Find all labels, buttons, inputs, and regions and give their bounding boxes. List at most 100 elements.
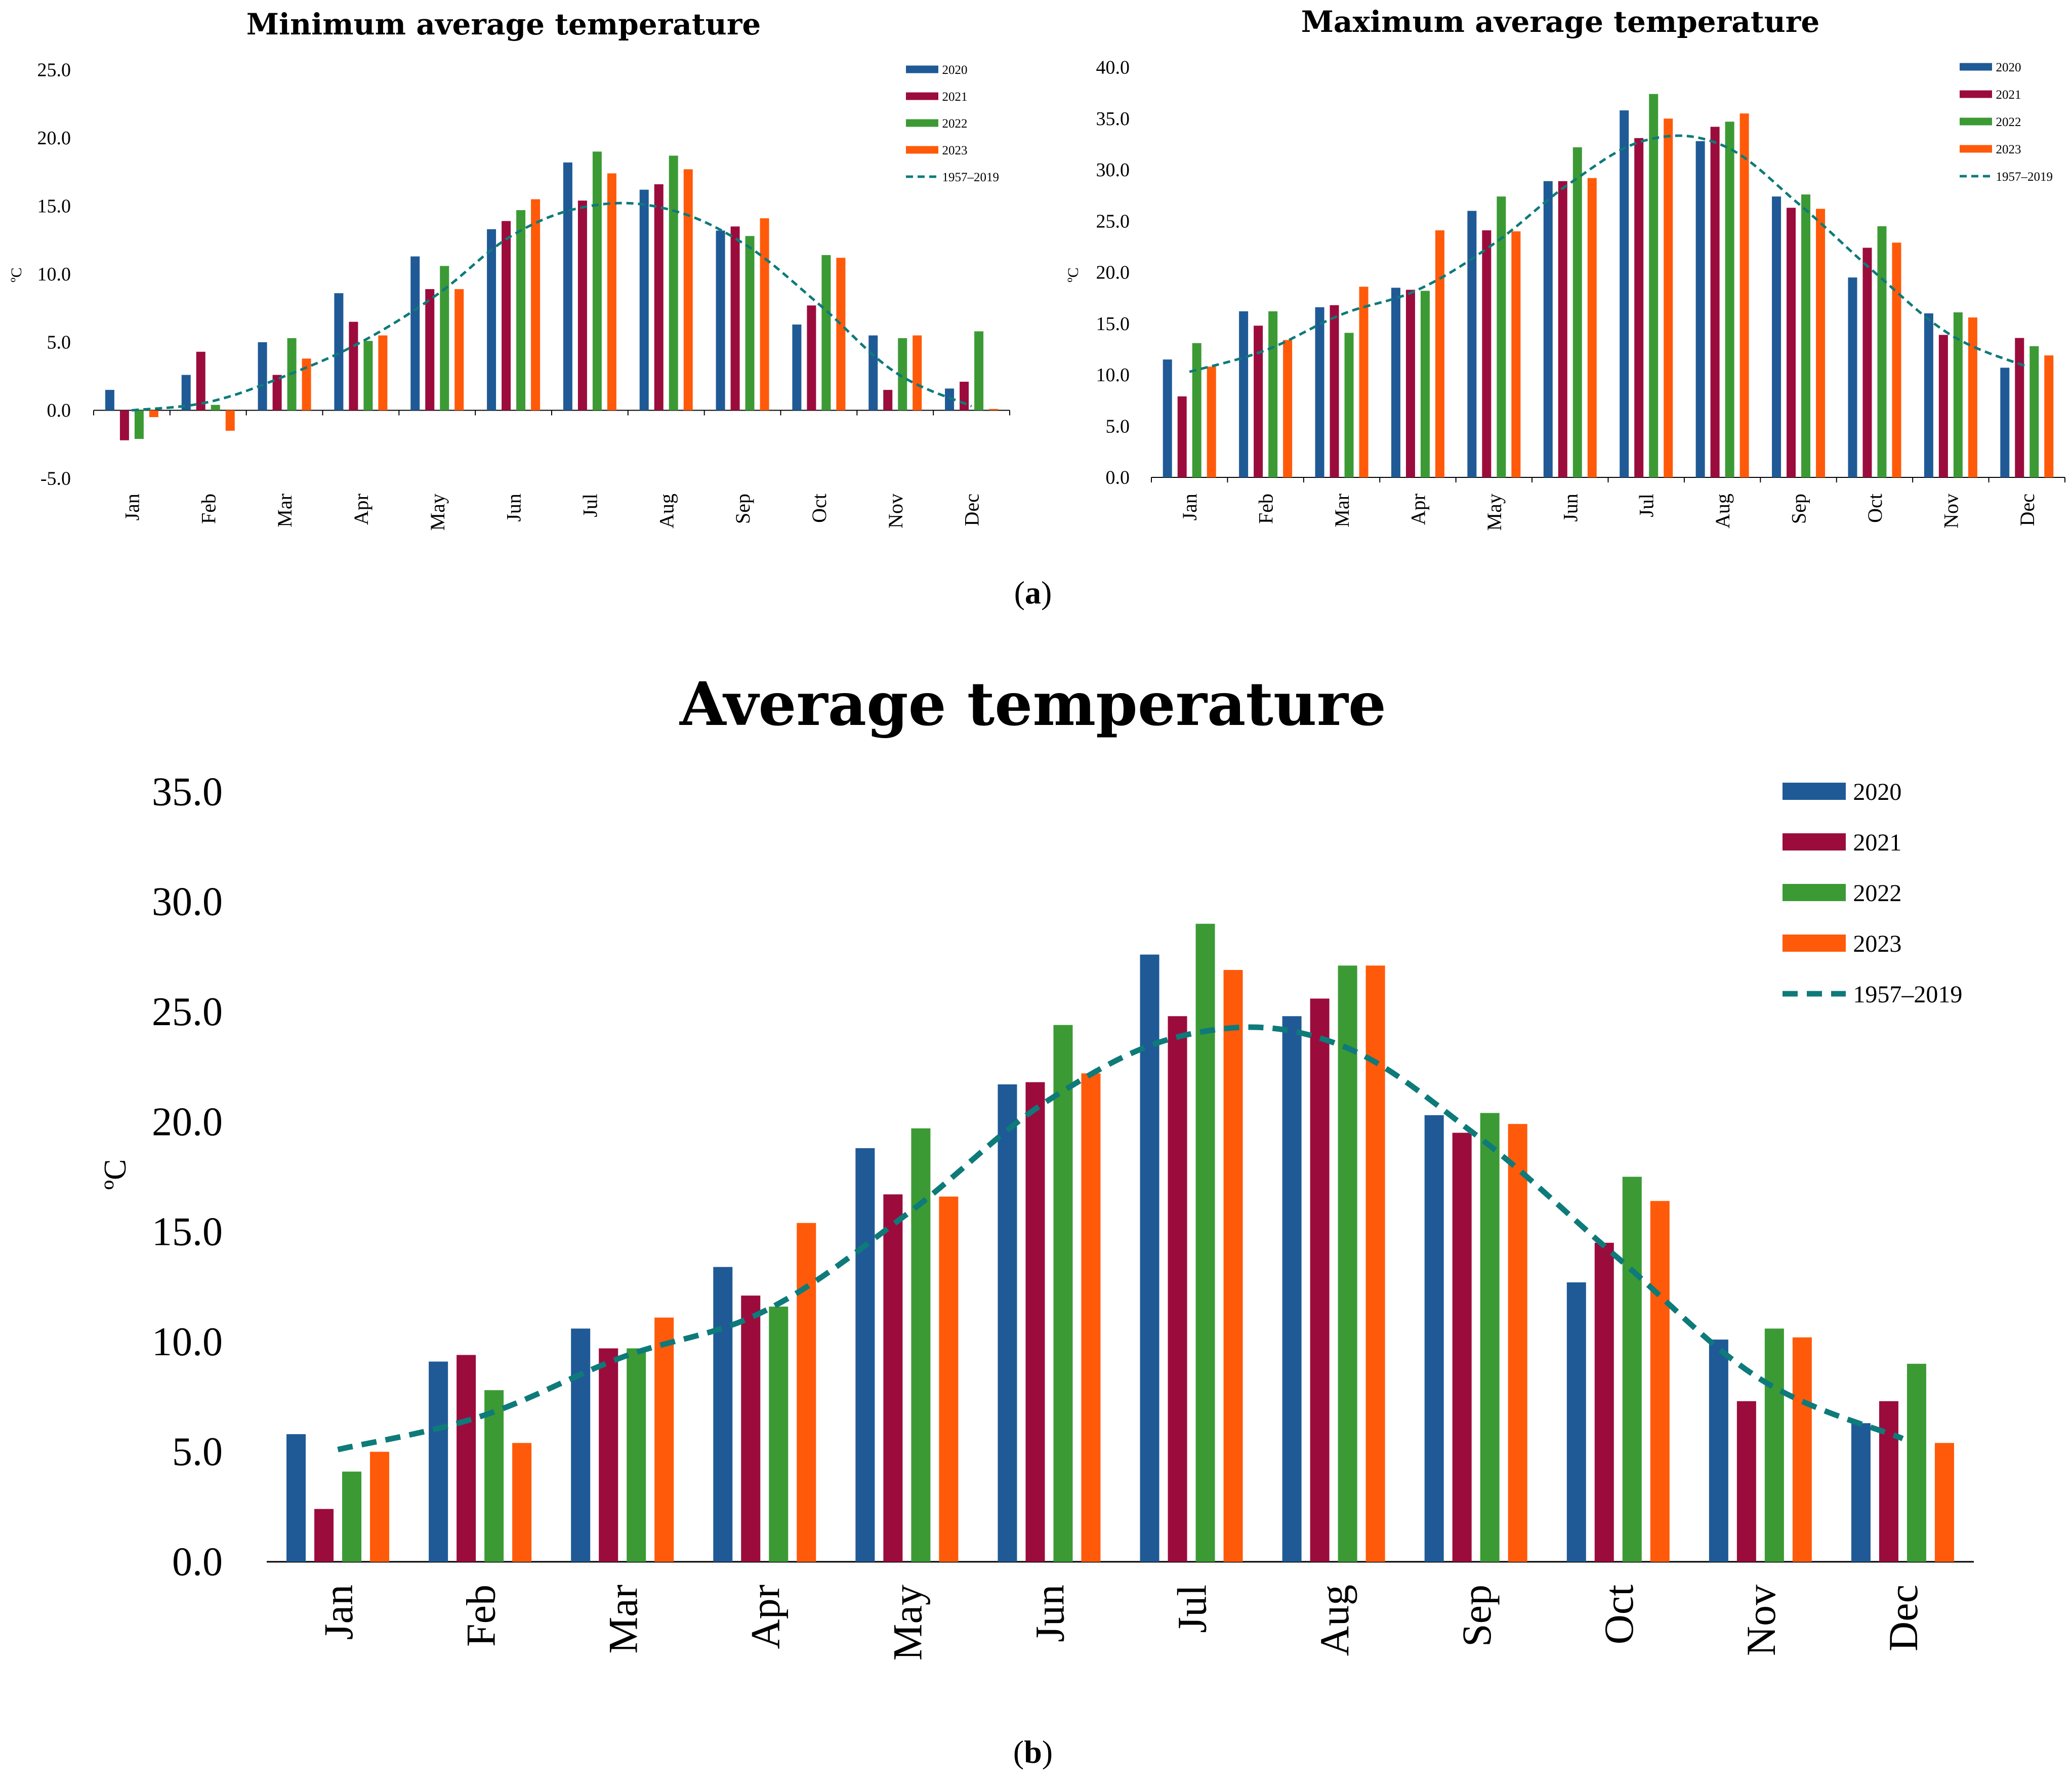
- avg-legend-label: 2022: [1853, 880, 1901, 907]
- max-y-ticks: 0.0 5.0 10.0 15.0 20.0 25.0 30.0 35.0 40.0: [1096, 57, 1130, 489]
- max-bar-2023-aug: [1739, 113, 1749, 477]
- avg-x-tick-label: Feb: [458, 1585, 504, 1647]
- min-legend-label: 1957–2019: [942, 171, 1000, 184]
- max-bar-2021-jul: [1634, 138, 1644, 478]
- avg-bar-2020-feb: [429, 1361, 448, 1562]
- avg-bar-2021-may: [883, 1194, 903, 1562]
- min-bar-2020-apr: [334, 293, 344, 411]
- min-y-tick-label: 5.0: [47, 332, 71, 353]
- avg-y-tick-label: 25.0: [152, 990, 223, 1034]
- min-legend-label: 2023: [942, 144, 968, 157]
- min-x-tick-label: May: [426, 494, 449, 531]
- max-temperature-chart: Maximum average temperature ºC 0.0 5.0 10.…: [1065, 5, 2065, 531]
- max-bar-2022-apr: [1420, 291, 1430, 477]
- min-bar-2023-may: [454, 289, 464, 411]
- max-bar-2022-sep: [1801, 194, 1811, 478]
- max-legend: 2020 2021 2022 2023 1957–2019: [1960, 61, 2053, 184]
- min-bar-2021-apr: [349, 321, 358, 411]
- avg-bar-2022-may: [911, 1128, 931, 1562]
- min-bar-2021-jan: [119, 410, 129, 440]
- avg-bar-2020-jun: [998, 1084, 1017, 1562]
- avg-bar-2022-jul: [1195, 923, 1215, 1562]
- max-x-tick-label: Aug: [1711, 494, 1734, 529]
- max-bar-2020-dec: [2000, 368, 2010, 477]
- avg-bar-2022-oct: [1622, 1177, 1642, 1562]
- panel-label-b: (b): [1013, 1734, 1053, 1770]
- min-bar-2021-dec: [960, 382, 969, 411]
- avg-bar-2021-feb: [457, 1355, 476, 1562]
- min-x-tick-label: Aug: [655, 494, 678, 529]
- max-bar-2023-nov: [1968, 317, 1977, 477]
- min-bar-2022-apr: [363, 341, 373, 411]
- max-legend-label: 2022: [1996, 115, 2021, 129]
- max-x-tick-label: Jul: [1635, 494, 1658, 517]
- avg-bar-2022-sep: [1480, 1113, 1500, 1562]
- min-legend-swatch: [906, 92, 938, 100]
- min-bar-2021-sep: [730, 226, 740, 411]
- min-bar-2020-dec: [945, 388, 955, 411]
- max-bar-2022-aug: [1725, 121, 1734, 477]
- avg-bar-2020-may: [855, 1148, 875, 1562]
- max-bar-2020-jan: [1163, 359, 1172, 477]
- max-bar-2021-dec: [2015, 338, 2024, 477]
- min-bar-2021-feb: [196, 351, 205, 411]
- min-bar-2020-mar: [258, 342, 267, 411]
- avg-bar-2020-jul: [1140, 954, 1159, 1562]
- avg-bar-2023-aug: [1365, 965, 1385, 1562]
- min-legend: 2020 2021 2022 2023 1957–2019: [906, 63, 999, 184]
- avg-bar-2022-jan: [342, 1471, 362, 1562]
- min-bar-2023-dec: [989, 409, 999, 411]
- max-bar-2021-may: [1482, 230, 1491, 477]
- max-bar-2021-sep: [1787, 208, 1796, 477]
- min-bar-2021-oct: [807, 305, 816, 411]
- avg-chart-ylabel: ºC: [98, 1159, 133, 1190]
- avg-bar-2023-sep: [1508, 1124, 1527, 1562]
- max-x-tick-label: Oct: [1863, 494, 1886, 523]
- max-bar-2023-may: [1511, 231, 1521, 477]
- min-bar-2020-sep: [716, 230, 725, 411]
- max-bar-2023-dec: [2044, 355, 2054, 477]
- avg-x-tick-label: Mar: [600, 1585, 646, 1654]
- avg-bar-2020-dec: [1851, 1423, 1871, 1562]
- max-bar-2020-apr: [1391, 288, 1400, 477]
- min-y-tick-label: -5.0: [40, 468, 71, 490]
- avg-bar-2021-mar: [599, 1348, 618, 1562]
- avg-legend-swatch: [1783, 783, 1846, 800]
- max-bar-2020-feb: [1239, 311, 1249, 477]
- avg-bar-2020-aug: [1282, 1016, 1302, 1562]
- avg-legend-label: 2020: [1853, 779, 1901, 805]
- avg-bar-2021-aug: [1310, 998, 1330, 1562]
- min-bar-2023-sep: [760, 218, 769, 411]
- max-y-tick-label: 20.0: [1096, 262, 1130, 283]
- max-bar-2023-mar: [1359, 287, 1369, 477]
- avg-temperature-chart: Average temperature ºC 0.0 5.0 10.0 15.0 20.…: [98, 669, 1974, 1660]
- avg-legend-label: 2023: [1853, 930, 1901, 957]
- min-bar-2023-jun: [531, 199, 541, 411]
- max-bar-2020-jun: [1543, 181, 1553, 477]
- avg-y-ticks: 0.0 5.0 10.0 15.0 20.0 25.0 30.0 35.0: [152, 769, 223, 1584]
- avg-legend: 2020 2021 2022 2023 1957–2019: [1783, 779, 1962, 1008]
- max-bar-2022-oct: [1877, 226, 1887, 477]
- min-x-ticks: Jan Feb Mar Apr May Jun Jul Aug Sep Oct Nov Dec: [93, 410, 1010, 531]
- min-bar-2021-jun: [502, 221, 511, 411]
- min-bar-2023-nov: [913, 335, 922, 411]
- avg-x-tick-label: Jun: [1027, 1585, 1073, 1642]
- max-bar-2023-jun: [1587, 178, 1597, 477]
- max-bar-2021-jun: [1558, 181, 1567, 477]
- max-bar-2022-mar: [1344, 333, 1354, 477]
- min-bar-2020-oct: [792, 325, 802, 411]
- min-bar-2022-oct: [821, 255, 831, 411]
- min-bar-2022-nov: [898, 338, 907, 411]
- min-x-tick-label: Mar: [273, 494, 296, 528]
- min-chart-title: Minimum average temperature: [246, 7, 761, 42]
- max-bar-2022-dec: [2029, 346, 2039, 477]
- avg-legend-swatch: [1783, 833, 1846, 850]
- min-bar-2020-jun: [487, 229, 496, 411]
- max-bar-2022-feb: [1268, 311, 1278, 477]
- min-bar-2020-aug: [639, 189, 649, 411]
- avg-bar-2021-jun: [1025, 1082, 1045, 1562]
- min-x-tick-label: Jul: [578, 494, 601, 517]
- avg-x-tick-label: Jul: [1169, 1585, 1215, 1633]
- max-legend-swatch: [1960, 63, 1992, 71]
